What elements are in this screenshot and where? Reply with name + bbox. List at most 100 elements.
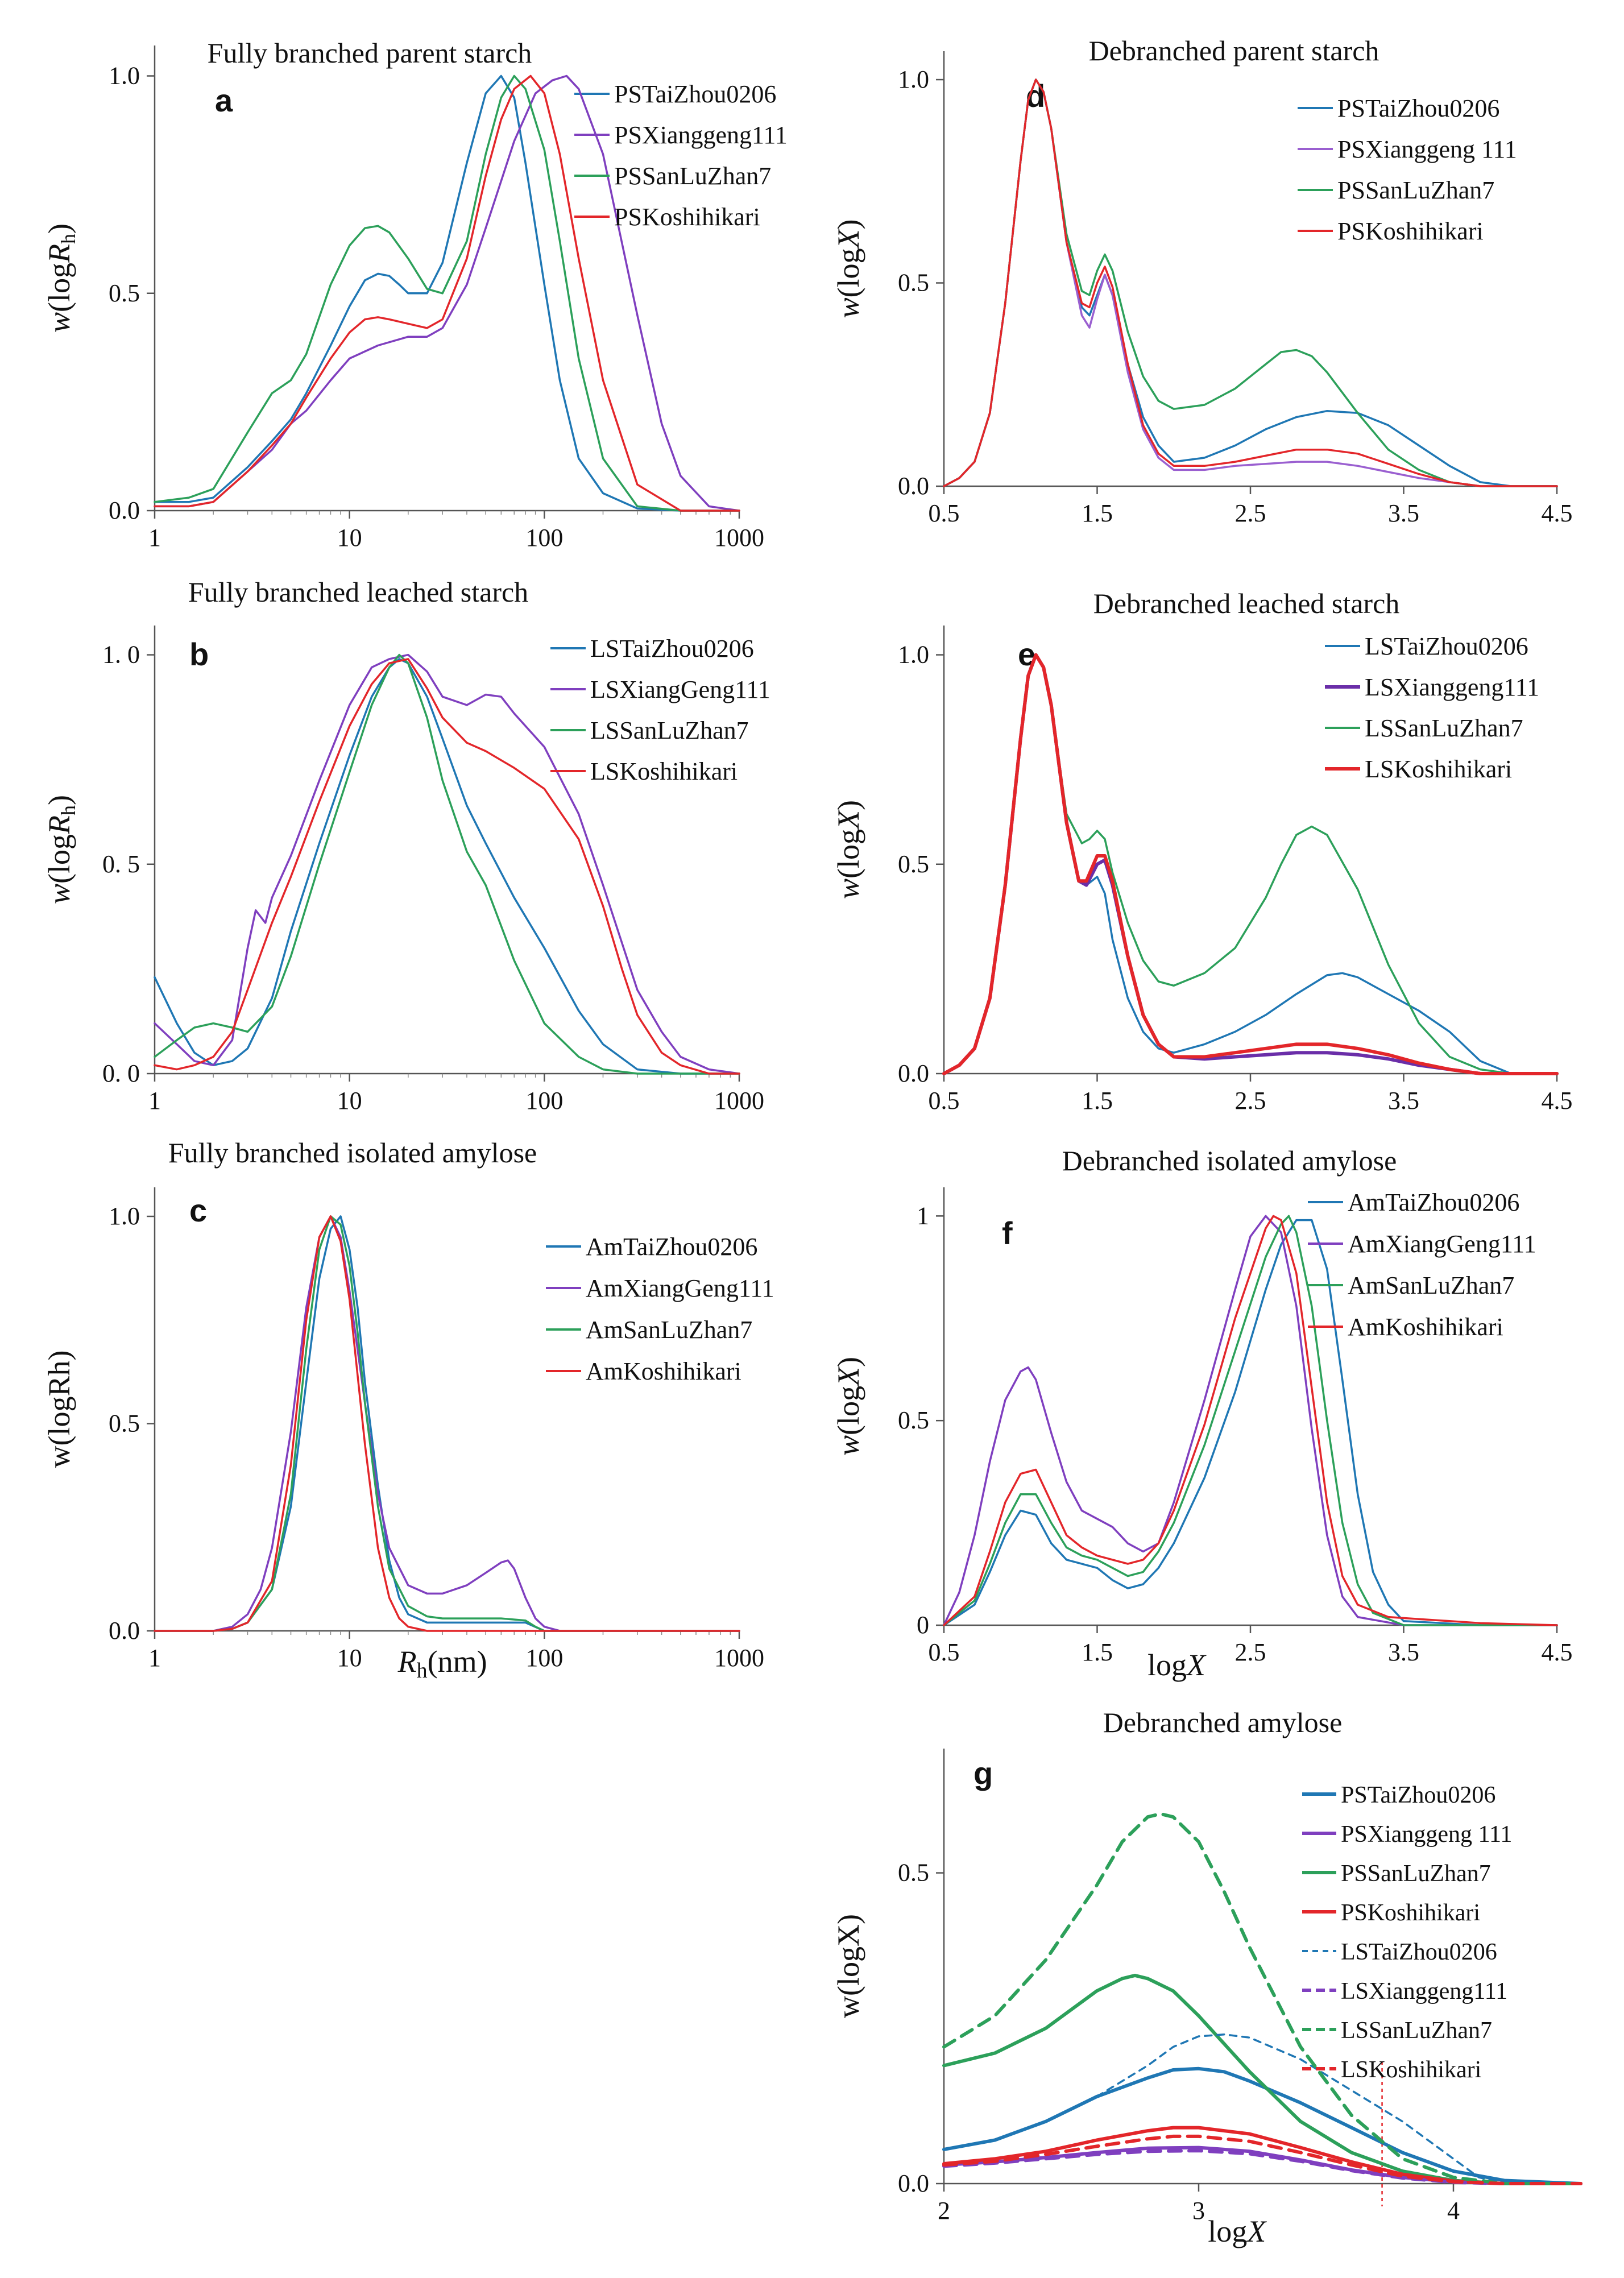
legend-label: AmTaiZhou0206: [1348, 1188, 1519, 1216]
series-line-pstaizhou0206: [154, 74, 740, 512]
legend-label: PSSanLuZhan7: [614, 162, 771, 190]
panel-letter: g: [973, 1755, 993, 1791]
x-tick-label: 10: [337, 1644, 362, 1672]
legend-label: AmSanLuZhan7: [1348, 1271, 1514, 1299]
chart-title: Debranched parent starch: [1089, 35, 1379, 67]
legend-label: LSSanLuZhan7: [590, 716, 749, 744]
chart-panel-a: 0.0 0.5 1.0 1 10 100 1000 Fully branched parent…: [42, 37, 788, 552]
y-tick-label: 0: [917, 1611, 929, 1639]
series-line-amsanluzhan7: [154, 1215, 740, 1632]
y-axis-label: w(logRh): [42, 795, 80, 904]
chart-panel-c: 0.0 0.5 1.0 1 10 100 1000 Fully branched isolat…: [42, 1137, 774, 1683]
series-line-pssanluzhan7: [942, 1973, 1582, 2185]
legend-label: PSTaiZhou0206: [1337, 94, 1499, 122]
legend-label: LSTaiZhou0206: [590, 635, 754, 662]
x-tick-label: 3.5: [1388, 1087, 1419, 1115]
y-tick-label: 0.0: [109, 496, 140, 524]
y-axis-label: w(logRh): [42, 1351, 76, 1468]
legend-label: LSSanLuZhan7: [1365, 714, 1523, 742]
chart-title: Debranched amylose: [1103, 1707, 1343, 1738]
x-tick-label: 3.5: [1388, 1638, 1419, 1666]
legend-label: PSSanLuZhan7: [1337, 176, 1494, 204]
legend-label: LSXianggeng111: [1341, 1978, 1507, 2004]
x-tick-label: 0.5: [929, 1638, 960, 1666]
x-tick-label: 1000: [714, 524, 764, 552]
x-tick-label: 4: [1447, 2197, 1460, 2225]
series-line-amtaizhou0206: [943, 1219, 1558, 1626]
legend-label: PSKoshihikari: [614, 203, 760, 231]
legend-label: AmXiangGeng111: [586, 1274, 774, 1302]
legend-label: PSXianggeng 111: [1341, 1821, 1512, 1848]
x-tick-label: 100: [525, 524, 563, 552]
series-line-amkoshihikari: [943, 1215, 1558, 1626]
x-axis-label: logX: [1147, 1648, 1207, 1682]
series-line-lskoshihikari: [942, 2134, 1582, 2185]
legend-label: AmSanLuZhan7: [586, 1316, 752, 1344]
legend-label: LSSanLuZhan7: [1341, 2018, 1492, 2044]
x-tick-label: 4.5: [1542, 1087, 1573, 1115]
y-axis-label: w(logX): [831, 1357, 865, 1456]
y-tick-label: 0.5: [898, 269, 929, 297]
x-tick-label: 0.5: [929, 499, 960, 527]
legend-label: PSXianggeng111: [614, 121, 788, 149]
x-tick-label: 10: [337, 524, 362, 552]
y-tick-label: 1.0: [109, 62, 140, 90]
chart-title: Debranched leached starch: [1093, 587, 1400, 619]
x-tick-label: 0.5: [929, 1087, 960, 1115]
chart-title: Fully branched leached starch: [188, 576, 528, 608]
series-line-lssanluzhan7: [154, 653, 740, 1075]
x-tick-label: 1.5: [1082, 1638, 1113, 1666]
x-tick-label: 100: [525, 1644, 563, 1672]
chart-panel-b: 0. 0 0. 5 1. 0 1 10 100 1000 Fully branched lea…: [42, 576, 770, 1115]
series-line-lsxianggeng111: [154, 653, 740, 1075]
x-tick-label: 1.5: [1082, 1087, 1113, 1115]
panel-letter: a: [215, 82, 233, 118]
y-tick-label: 0.5: [898, 1406, 929, 1434]
x-tick-label: 1000: [714, 1644, 764, 1672]
y-tick-label: 0.0: [898, 472, 929, 500]
legend-label: LSKoshihikari: [590, 757, 738, 785]
x-tick-label: 2.5: [1235, 499, 1266, 527]
legend-label: PSKoshihikari: [1341, 1900, 1480, 1926]
series-line-lskoshihikari: [154, 658, 740, 1075]
legend-label: PSTaiZhou0206: [1341, 1782, 1495, 1808]
x-tick-label: 1: [148, 1087, 161, 1115]
series-line-lstaizhou0206: [943, 2033, 1582, 2185]
legend-label: LSTaiZhou0206: [1365, 632, 1528, 660]
y-tick-label: 0.0: [109, 1617, 140, 1645]
legend-label: AmTaiZhou0206: [586, 1233, 757, 1261]
chart-title: Debranched isolated amylose: [1062, 1145, 1397, 1177]
legend-label: LSKoshihikari: [1365, 755, 1512, 783]
y-axis-label: w(logX): [831, 1914, 865, 2018]
legend-label: LSKoshihikari: [1341, 2057, 1481, 2083]
x-tick-label: 2.5: [1235, 1638, 1266, 1666]
y-axis-label: w(logX): [831, 219, 865, 318]
x-tick-label: 1: [148, 524, 161, 552]
series-line-amkoshihikari: [154, 1215, 740, 1632]
legend-label: AmXiangGeng111: [1348, 1230, 1536, 1258]
legend-label: PSTaiZhou0206: [614, 80, 776, 108]
x-tick-label: 3: [1192, 2197, 1205, 2225]
series-line-amsanluzhan7: [943, 1215, 1558, 1626]
x-tick-label: 1000: [714, 1087, 764, 1115]
chart-title: Fully branched isolated amylose: [168, 1137, 537, 1169]
x-tick-label: 2: [938, 2197, 950, 2225]
y-tick-label: 1.0: [898, 65, 929, 93]
x-tick-label: 10: [337, 1087, 362, 1115]
series-line-psxianggeng111: [154, 74, 740, 512]
y-tick-label: 0.5: [898, 850, 929, 878]
y-tick-label: 0.5: [109, 1410, 140, 1438]
legend-label: PSXianggeng 111: [1337, 135, 1517, 163]
y-axis-label: w(logRh): [42, 223, 80, 333]
y-tick-label: 0. 5: [102, 850, 140, 878]
x-tick-label: 2.5: [1235, 1087, 1266, 1115]
x-tick-label: 4.5: [1542, 1638, 1573, 1666]
x-tick-label: 4.5: [1542, 499, 1573, 527]
y-tick-label: 1: [917, 1202, 929, 1229]
panel-letter: f: [1002, 1215, 1013, 1251]
series-line-amxianggeng111: [154, 1215, 740, 1632]
